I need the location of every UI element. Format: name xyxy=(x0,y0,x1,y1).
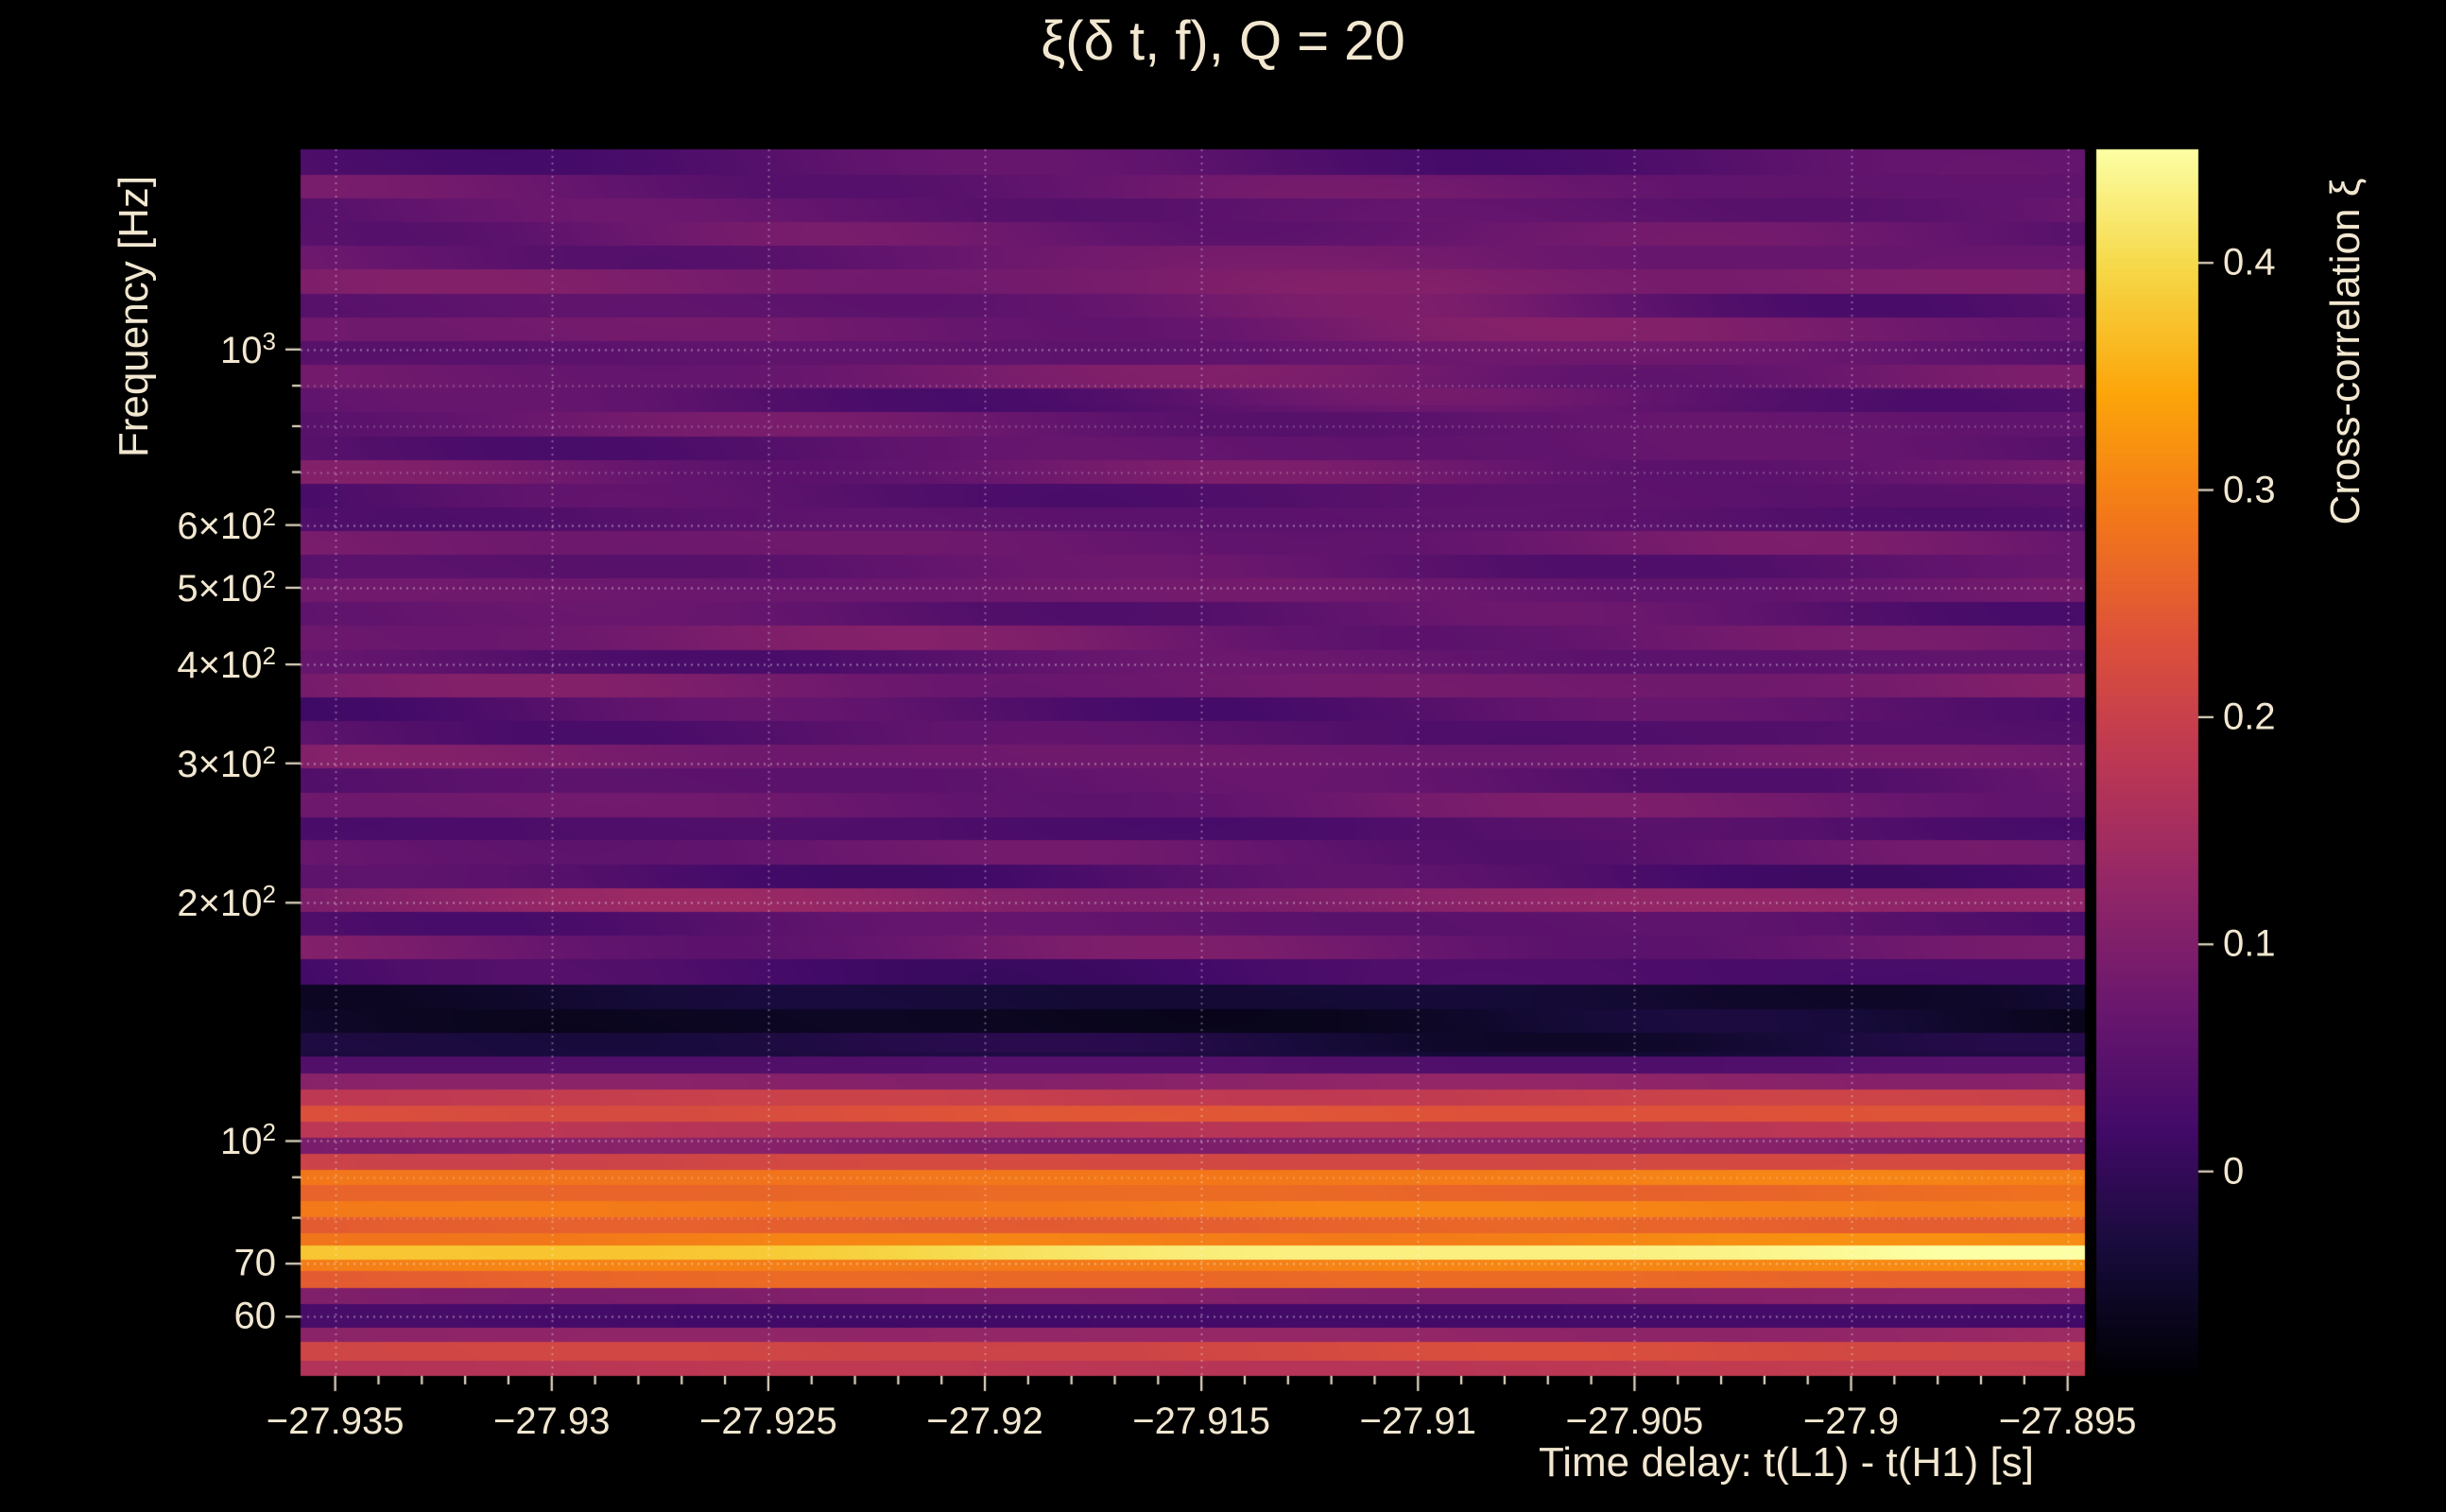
x-tick-label: −27.935 xyxy=(266,1400,405,1442)
y-tick-label: 60 xyxy=(233,1295,277,1337)
colorbar-tick-label: 0.4 xyxy=(2223,241,2276,284)
chart-title: ξ(δ t, f), Q = 20 xyxy=(1041,10,1405,72)
y-tick-label: 2×102 xyxy=(177,880,276,925)
x-tick-label: −27.895 xyxy=(1998,1400,2137,1442)
x-tick-label: −27.92 xyxy=(926,1400,1043,1442)
colorbar-tick-label: 0.1 xyxy=(2223,922,2276,965)
x-tick-label: −27.905 xyxy=(1565,1400,1704,1442)
y-tick-label: 6×102 xyxy=(177,502,276,547)
x-axis-label: Time delay: t(L1) - t(H1) [s] xyxy=(1538,1439,2035,1486)
colorbar-label: Cross-correlation ξ xyxy=(2322,178,2368,525)
y-tick-label: 70 xyxy=(233,1242,277,1284)
colorbar-tick-label: 0 xyxy=(2223,1150,2245,1193)
x-tick-label: −27.925 xyxy=(699,1400,837,1442)
y-tick-label: 102 xyxy=(220,1118,276,1163)
colorbar-tick-label: 0.3 xyxy=(2223,469,2276,511)
x-tick-label: −27.915 xyxy=(1132,1400,1271,1442)
x-tick-label: −27.91 xyxy=(1359,1400,1477,1442)
colorbar-tick-label: 0.2 xyxy=(2223,696,2276,738)
y-tick-label: 3×102 xyxy=(177,740,276,785)
x-tick-label: −27.9 xyxy=(1802,1400,1900,1442)
x-tick-label: −27.93 xyxy=(493,1400,611,1442)
y-tick-label: 4×102 xyxy=(177,641,276,687)
y-axis-label: Frequency [Hz] xyxy=(111,175,157,458)
y-tick-label: 103 xyxy=(220,326,276,371)
y-tick-label: 5×102 xyxy=(177,564,276,610)
